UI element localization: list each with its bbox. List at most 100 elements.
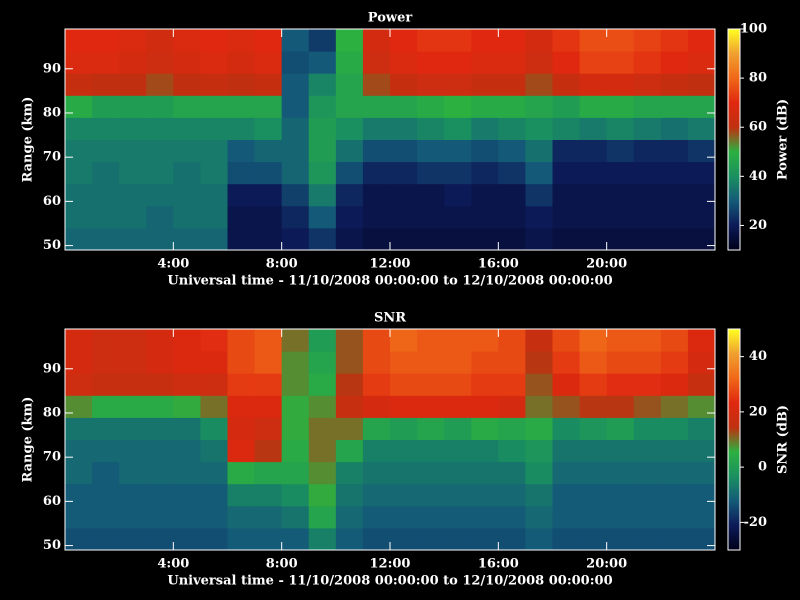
heatmap-cell bbox=[417, 329, 445, 352]
heatmap-cell bbox=[579, 227, 608, 250]
heatmap-cell bbox=[471, 29, 499, 52]
heatmap-cell bbox=[606, 51, 635, 74]
heatmap-cell bbox=[552, 505, 581, 529]
heatmap-cell bbox=[633, 417, 662, 440]
heatmap-cell bbox=[444, 161, 472, 185]
heatmap-cell bbox=[308, 161, 337, 185]
heatmap-cell bbox=[606, 483, 635, 507]
heatmap-cell bbox=[444, 395, 472, 418]
heatmap-cell bbox=[633, 439, 662, 463]
heatmap-cell bbox=[552, 439, 581, 463]
heatmap-cell bbox=[254, 117, 283, 140]
heatmap-cell bbox=[687, 461, 715, 485]
heatmap-cell bbox=[498, 527, 526, 550]
heatmap-cell bbox=[254, 29, 283, 52]
heatmap-cell bbox=[146, 29, 174, 52]
heatmap-cell bbox=[119, 527, 147, 550]
heatmap-cell bbox=[254, 483, 283, 507]
heatmap-cell bbox=[119, 351, 147, 374]
heatmap-cell bbox=[525, 95, 553, 118]
heatmap-cell bbox=[417, 505, 445, 529]
heatmap-cell bbox=[173, 227, 201, 250]
heatmap-cell bbox=[687, 161, 715, 185]
heatmap-cell bbox=[227, 417, 256, 440]
heatmap-cell bbox=[633, 461, 662, 485]
heatmap-cell bbox=[444, 117, 472, 140]
heatmap-cell bbox=[227, 395, 256, 418]
heatmap-cell bbox=[119, 329, 147, 352]
heatmap-cell bbox=[308, 351, 337, 374]
heatmap-cell bbox=[660, 139, 689, 163]
x-tick-label: 16:00 bbox=[478, 557, 519, 572]
heatmap-cell bbox=[200, 95, 228, 118]
heatmap-cell bbox=[227, 505, 256, 529]
heatmap-cell bbox=[390, 161, 418, 185]
heatmap-cell bbox=[92, 351, 120, 374]
heatmap-cell bbox=[579, 505, 608, 529]
heatmap-cell bbox=[173, 205, 201, 229]
heatmap-cell bbox=[471, 439, 499, 463]
heatmap-cell bbox=[390, 527, 418, 550]
heatmap-cell bbox=[390, 73, 418, 96]
heatmap-cell bbox=[417, 139, 445, 163]
heatmap-cell bbox=[660, 505, 689, 529]
heatmap-cell bbox=[362, 483, 391, 507]
heatmap-cell bbox=[200, 527, 228, 550]
heatmap-cell bbox=[281, 483, 310, 507]
heatmap-cell bbox=[308, 483, 337, 507]
heatmap-cell bbox=[687, 117, 715, 140]
heatmap-cell bbox=[525, 483, 553, 507]
heatmap-cell bbox=[281, 373, 310, 396]
heatmap-cell bbox=[633, 29, 662, 52]
heatmap-cell bbox=[660, 395, 689, 418]
heatmap-cell bbox=[444, 351, 472, 374]
y-tick-label: 90 bbox=[43, 61, 61, 76]
heatmap-cell bbox=[606, 95, 635, 118]
heatmap-cell bbox=[119, 73, 147, 96]
heatmap-cell bbox=[579, 51, 608, 74]
heatmap-cells bbox=[65, 329, 715, 550]
heatmap-cell bbox=[606, 351, 635, 374]
heatmap-cell bbox=[417, 527, 445, 550]
heatmap-cell bbox=[92, 51, 120, 74]
heatmap-cell bbox=[390, 417, 418, 440]
heatmap-cell bbox=[498, 329, 526, 352]
heatmap-cell bbox=[525, 505, 553, 529]
heatmap-cell bbox=[200, 505, 228, 529]
heatmap-cell bbox=[146, 161, 174, 185]
heatmap-cell bbox=[254, 373, 283, 396]
heatmap-cell bbox=[633, 483, 662, 507]
heatmap-cell bbox=[606, 461, 635, 485]
heatmap-cell bbox=[200, 51, 228, 74]
heatmap-cell bbox=[146, 483, 174, 507]
heatmap-cell bbox=[552, 351, 581, 374]
heatmap-cell bbox=[92, 395, 120, 418]
heatmap-cell bbox=[471, 205, 499, 229]
heatmap-cell bbox=[525, 527, 553, 550]
heatmap-cell bbox=[660, 527, 689, 550]
heatmap-cell bbox=[525, 461, 553, 485]
heatmap-cell bbox=[390, 505, 418, 529]
heatmap-cell bbox=[254, 351, 283, 374]
heatmap-cell bbox=[65, 95, 93, 118]
heatmap-cell bbox=[362, 161, 391, 185]
heatmap-cell bbox=[390, 95, 418, 118]
heatmap-cell bbox=[173, 395, 201, 418]
heatmap-cell bbox=[687, 329, 715, 352]
heatmap-cell bbox=[227, 51, 256, 74]
heatmap-cell bbox=[335, 351, 364, 374]
heatmap-cell bbox=[552, 527, 581, 550]
heatmap-cell bbox=[173, 139, 201, 163]
heatmap-cell bbox=[308, 205, 337, 229]
y-tick-label: 50 bbox=[43, 538, 61, 553]
heatmap-cell bbox=[579, 439, 608, 463]
heatmap-cell bbox=[498, 417, 526, 440]
heatmap-cell bbox=[390, 205, 418, 229]
heatmap-cell bbox=[200, 373, 228, 396]
heatmap-cell bbox=[335, 329, 364, 352]
heatmap-cell bbox=[687, 373, 715, 396]
heatmap-cell bbox=[227, 527, 256, 550]
y-axis-label: Range (km) bbox=[21, 397, 36, 483]
colorbar-label: Power (dB) bbox=[776, 99, 791, 180]
